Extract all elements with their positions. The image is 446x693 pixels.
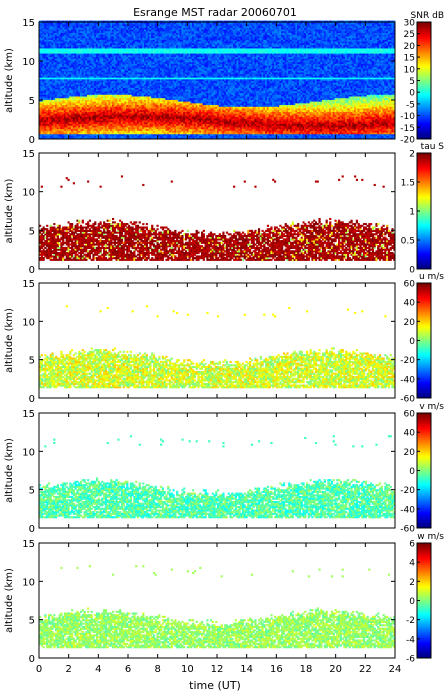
heatmap-cells-snr [39,21,395,140]
figure-title: Esrange MST radar 20060701 [133,6,297,19]
